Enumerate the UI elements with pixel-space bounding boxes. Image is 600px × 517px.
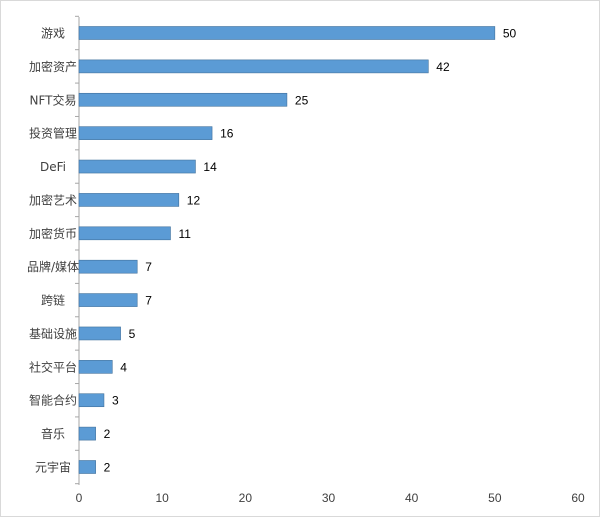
data-label: 4 [120, 360, 127, 374]
bar [78, 460, 96, 474]
data-label: 16 [220, 127, 234, 141]
data-label: 7 [145, 260, 152, 274]
category-label: 加密资产 [29, 59, 77, 74]
data-label: 11 [178, 227, 191, 241]
data-label: 50 [503, 27, 517, 41]
category-label: 加密货币 [29, 226, 77, 241]
category-label: 基础设施 [29, 327, 77, 341]
bar [78, 226, 171, 241]
data-label: 14 [203, 160, 217, 174]
data-label: 5 [129, 327, 136, 341]
bar [78, 360, 113, 374]
bar [78, 393, 105, 408]
x-tick-label: 10 [155, 491, 169, 505]
bar [78, 26, 496, 40]
category-label: 元宇宙 [35, 460, 71, 475]
x-tick-label: 40 [405, 491, 419, 505]
data-label: 2 [104, 427, 111, 441]
data-label: 7 [145, 294, 152, 308]
category-label: 加密艺术 [29, 192, 77, 207]
category-label: 跨链 [41, 293, 65, 308]
category-label: 投资管理 [29, 126, 77, 141]
category-label: 品牌/媒体 [27, 260, 79, 274]
data-label: 3 [112, 394, 119, 408]
category-label: NFT交易 [30, 92, 77, 107]
category-label: 社交平台 [29, 359, 77, 374]
x-tick-label: 0 [76, 491, 83, 505]
x-tick-label: 20 [239, 491, 253, 505]
data-label: 25 [295, 93, 309, 107]
data-label: 42 [436, 60, 450, 74]
bar [78, 193, 180, 207]
category-label: 游戏 [41, 27, 65, 41]
bar [78, 59, 429, 74]
data-label: 2 [104, 461, 111, 475]
bar [78, 159, 196, 174]
data-label: 12 [187, 193, 201, 207]
bar [78, 259, 138, 274]
bar [78, 293, 138, 307]
x-tick-label: 50 [488, 491, 502, 505]
x-tick-label: 30 [322, 491, 336, 505]
bar [78, 92, 288, 107]
bar [78, 126, 213, 140]
category-label: DeFi [40, 160, 66, 174]
x-tick-label: 60 [571, 491, 585, 505]
bar [78, 326, 121, 341]
category-label: 智能合约 [29, 393, 77, 408]
bar [78, 426, 96, 441]
category-label: 音乐 [41, 426, 65, 441]
